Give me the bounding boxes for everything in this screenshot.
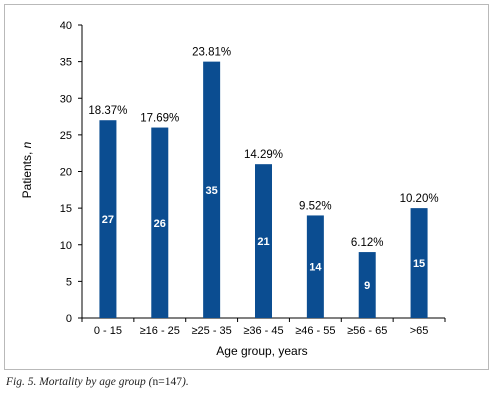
- axes: 0 5 10 15 20 25 30 35 40: [60, 20, 446, 325]
- bar-percent-label: 6.12%: [351, 237, 384, 249]
- labels-group: 27 18.37% 0 - 15 26 17.69% ≥16 - 25 35 23.81% ≥2…: [88, 47, 438, 337]
- bar-percent-label: 14.29%: [244, 149, 283, 161]
- bar-value-label: 21: [257, 236, 269, 248]
- bar-percent-label: 10.20%: [400, 193, 439, 205]
- y-tick-label: 40: [60, 20, 72, 32]
- y-axis-label-main: Patients,: [20, 148, 34, 198]
- y-tick-label: 5: [66, 276, 72, 288]
- bar-value-label: 15: [413, 258, 425, 270]
- bar-chart: 0 5 10 15 20 25 30 35 40 27 18.37% 0 - 15 26 17.69% ≥…: [20, 20, 446, 358]
- y-tick-label: 20: [60, 167, 72, 179]
- bar: [151, 127, 169, 318]
- bar-percent-label: 18.37%: [88, 105, 127, 117]
- y-axis-label-italic: n: [20, 141, 34, 148]
- bar: [203, 61, 221, 318]
- bar-value-label: 35: [206, 185, 218, 197]
- x-tick-label: ≥46 - 55: [295, 325, 335, 337]
- bar-value-label: 14: [309, 262, 322, 274]
- caption-prefix: Fig. 5. Mortality by age group (: [6, 376, 153, 388]
- y-tick-label: 30: [60, 93, 72, 105]
- x-tick-label: 0 - 15: [94, 325, 122, 337]
- figure-caption: Fig. 5. Mortality by age group (n=147).: [6, 376, 189, 388]
- x-tick-label: ≥56 - 65: [347, 325, 387, 337]
- bars-group: [99, 61, 428, 318]
- y-tick-label: 10: [60, 240, 72, 252]
- bar-percent-label: 17.69%: [140, 113, 179, 125]
- caption-suffix: ).: [182, 376, 189, 388]
- y-axis-label: Patients, n: [20, 141, 34, 198]
- bar-percent-label: 9.52%: [299, 200, 332, 212]
- x-tick-label: >65: [410, 325, 429, 337]
- figure-frame: [4, 4, 489, 370]
- y-tick-label: 35: [60, 57, 72, 69]
- x-tick-label: ≥16 - 25: [140, 325, 180, 337]
- x-tick-label: ≥25 - 35: [191, 325, 231, 337]
- bar-percent-label: 23.81%: [192, 47, 231, 59]
- y-tick-label: 0: [66, 313, 72, 325]
- bar: [358, 252, 376, 318]
- x-tick-label: ≥36 - 45: [243, 325, 283, 337]
- bar: [410, 208, 428, 318]
- caption-n: n=147: [152, 376, 183, 388]
- bar-value-label: 9: [364, 280, 370, 292]
- bar: [99, 120, 117, 318]
- x-axis-label: Age group, years: [216, 344, 307, 358]
- y-tick-label: 25: [60, 130, 72, 142]
- bar-value-label: 27: [102, 214, 114, 226]
- bar-value-label: 26: [154, 218, 166, 230]
- bar: [255, 164, 272, 318]
- bar: [306, 215, 324, 318]
- y-tick-label: 15: [60, 203, 72, 215]
